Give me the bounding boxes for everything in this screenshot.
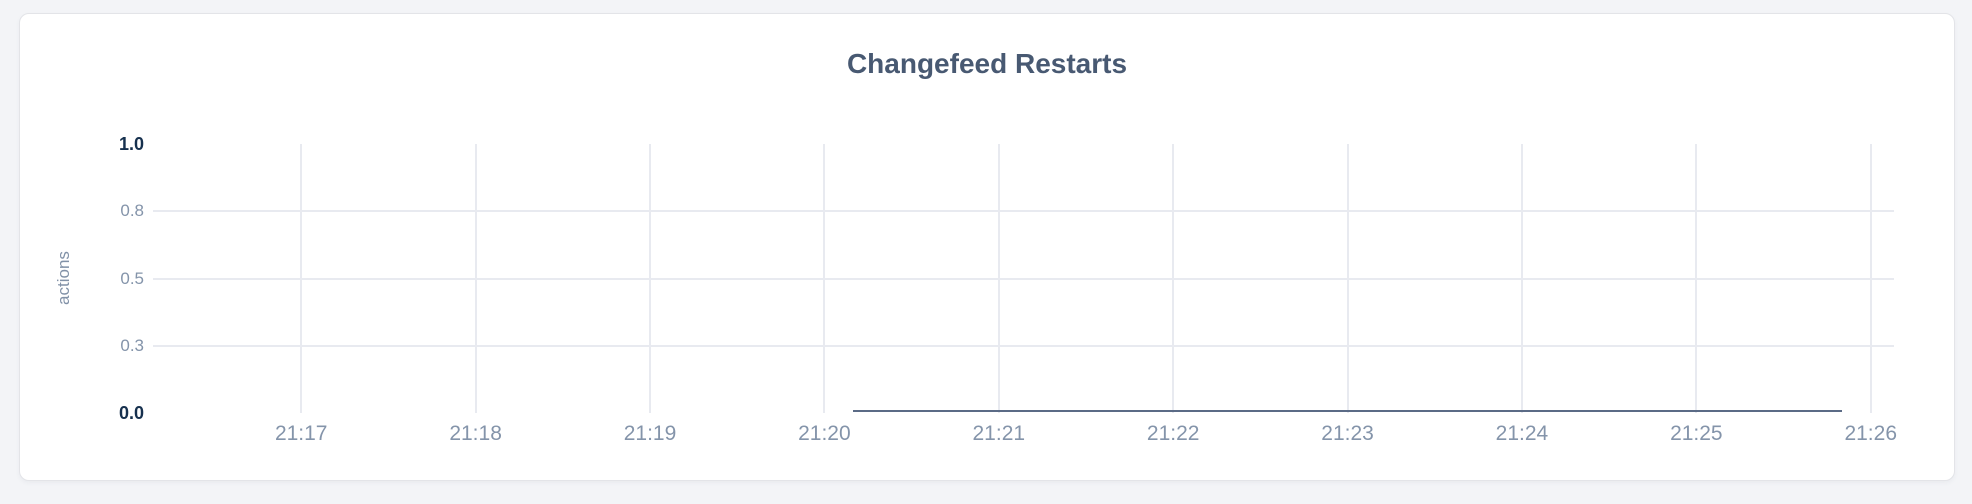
gridline-vertical: [823, 144, 826, 413]
x-tick-label: 21:24: [1495, 422, 1549, 445]
gridline-horizontal: [153, 344, 1894, 347]
x-tick-label: 21:21: [972, 422, 1026, 445]
gridline-horizontal: [153, 277, 1894, 280]
plot-area[interactable]: 1.0 0.8 0.5 0.3 0.0 21:17 21:18 21:19 21:20 21:21…: [20, 14, 1954, 480]
x-tick-label: 21:23: [1321, 422, 1374, 445]
y-tick-label: 0.3: [120, 335, 144, 355]
y-tick-label: 0.5: [120, 268, 144, 288]
x-tick-label: 21:22: [1146, 422, 1200, 445]
gridline-vertical: [1869, 144, 1872, 413]
gridline-horizontal: [153, 210, 1894, 213]
series-line: [853, 409, 1842, 412]
gridline-vertical: [1172, 144, 1175, 413]
y-tick-label: 0.0: [118, 403, 144, 423]
x-tick-label: 21:18: [449, 422, 502, 445]
chart-card: Changefeed Restarts actions 1.0 0.8 0.5 0.3…: [19, 13, 1955, 481]
gridline-vertical: [1695, 144, 1698, 413]
y-tick-label: 0.8: [120, 201, 144, 221]
x-tick-label: 21:25: [1670, 422, 1723, 445]
x-tick-label: 21:20: [798, 422, 851, 445]
gridline-vertical: [474, 144, 477, 413]
chart-title: Changefeed Restarts: [846, 48, 1128, 79]
x-tick-label: 21:26: [1844, 422, 1898, 445]
gridline-vertical: [997, 144, 1000, 413]
y-tick-label: 1.0: [118, 134, 144, 154]
gridline-vertical: [1520, 144, 1523, 413]
gridline-vertical: [1346, 144, 1349, 413]
gridline-vertical: [649, 144, 651, 413]
x-tick-label: 21:17: [274, 422, 328, 445]
gridline-vertical: [300, 144, 303, 413]
x-tick-label: 21:19: [623, 422, 677, 445]
